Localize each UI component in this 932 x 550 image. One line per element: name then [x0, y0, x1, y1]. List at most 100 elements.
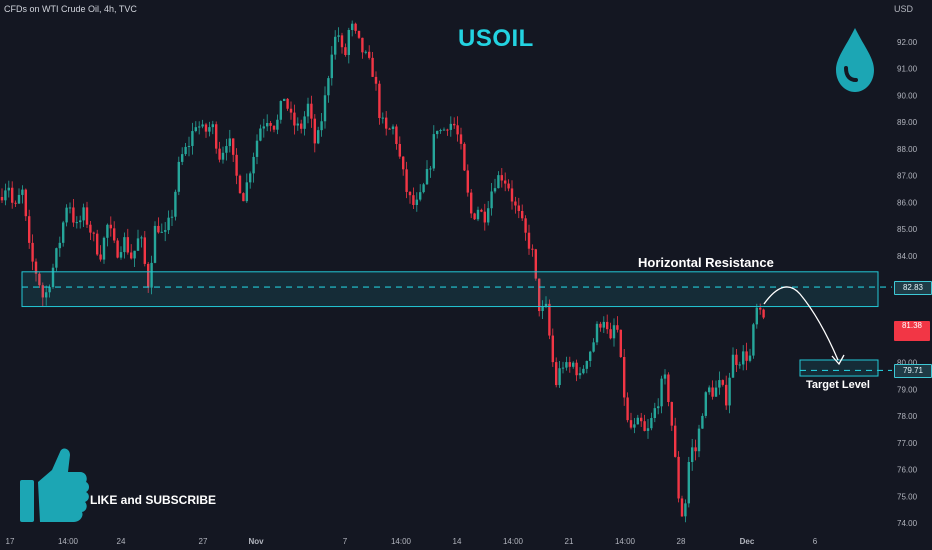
candle [623, 348, 626, 406]
candle [31, 234, 34, 271]
candle [534, 248, 537, 281]
candle [147, 261, 150, 293]
y-tick-label: 90.00 [897, 91, 918, 100]
candle [378, 80, 381, 125]
x-tick-label: 14:00 [503, 537, 524, 546]
x-tick-label: Dec [740, 537, 755, 546]
candle [347, 27, 350, 64]
target-label: Target Level [806, 379, 870, 391]
candle [527, 224, 531, 255]
candle [85, 201, 89, 228]
candle [395, 124, 398, 150]
x-tick-label: 14:00 [58, 537, 79, 546]
candle [262, 118, 265, 138]
candle [510, 180, 514, 210]
candle [0, 188, 4, 204]
x-tick-label: 14:00 [391, 537, 412, 546]
candle [72, 198, 75, 227]
candle [4, 183, 7, 206]
candle [153, 221, 157, 264]
candle [106, 223, 109, 247]
candle [259, 124, 262, 142]
candle [68, 202, 72, 214]
candle [310, 95, 313, 128]
y-tick-label: 85.00 [897, 225, 918, 234]
candle [731, 347, 735, 378]
candle [742, 345, 745, 371]
candle [51, 263, 55, 289]
candle [300, 119, 303, 134]
candle [442, 127, 446, 131]
candle [521, 204, 524, 221]
candle [228, 129, 231, 153]
x-tick-label: 21 [565, 537, 574, 546]
candle [697, 424, 701, 458]
candle [483, 203, 486, 231]
candle [45, 285, 48, 306]
candle [612, 318, 616, 347]
candle [500, 168, 503, 188]
candle [177, 156, 180, 196]
x-tick-label: 27 [199, 537, 208, 546]
candle [58, 236, 61, 257]
candle [225, 138, 228, 161]
x-tick-label: 17 [6, 537, 15, 546]
candle [388, 127, 391, 130]
candle [446, 128, 449, 136]
y-tick-label: 77.00 [897, 439, 918, 448]
candle [102, 236, 106, 264]
candle [198, 121, 201, 135]
candle [674, 417, 677, 458]
candle [201, 119, 204, 129]
candle [323, 86, 327, 129]
y-tick-label: 74.00 [897, 519, 918, 528]
candle [24, 188, 27, 221]
candle [412, 187, 415, 209]
x-axis[interactable]: 17 14:00 24 27 Nov 7 14:00 14 14:00 21 14:00 28 Dec 6 [6, 537, 818, 546]
candle [41, 282, 44, 307]
candle [531, 244, 534, 257]
candle [745, 342, 748, 371]
candle [354, 22, 357, 34]
candle [242, 192, 245, 202]
candle [96, 229, 99, 256]
zones-group [21, 271, 892, 377]
candle [337, 27, 340, 43]
candle [368, 45, 371, 60]
candle [595, 321, 599, 346]
candle [405, 161, 408, 199]
candle [752, 322, 755, 359]
candle [364, 50, 367, 55]
current-price-value: 81.38 [901, 321, 923, 330]
candle [167, 210, 170, 235]
candle [126, 228, 129, 255]
y-axis[interactable]: 74.00 75.00 76.00 77.00 78.00 79.00 80.00 84.00… [897, 38, 918, 528]
candle [289, 101, 293, 120]
candle [75, 216, 78, 229]
candle [490, 182, 493, 216]
candle [374, 71, 378, 91]
candle [361, 37, 364, 59]
projection-arrow [763, 286, 839, 361]
candle [759, 303, 762, 315]
candle [578, 367, 582, 379]
candle [687, 456, 690, 508]
candle [402, 156, 405, 176]
y-tick-label: 89.00 [897, 118, 918, 127]
candle [398, 136, 401, 159]
candle [616, 316, 619, 333]
candle [514, 196, 517, 214]
candle [21, 185, 24, 204]
candle [113, 221, 116, 244]
candle [160, 223, 163, 233]
candle [211, 120, 214, 135]
candle [317, 126, 320, 145]
candle [602, 316, 605, 334]
symbol-title: CFDs on WTI Crude Oil, 4h, TVC [4, 4, 137, 14]
candle [449, 116, 452, 137]
candle [721, 379, 724, 387]
subscribe-label: LIKE and SUBSCRIBE [90, 493, 217, 507]
candle [714, 380, 718, 397]
target-zone [799, 359, 892, 377]
